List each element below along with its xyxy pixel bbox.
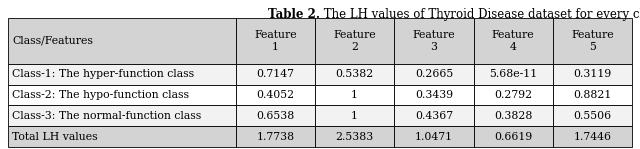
Text: Class-2: The hypo-function class: Class-2: The hypo-function class: [12, 90, 189, 100]
Bar: [8, 105, 236, 126]
Bar: [474, 126, 553, 147]
Text: The LH values of Thyroid Disease dataset for every class and every feature.: The LH values of Thyroid Disease dataset…: [320, 8, 640, 21]
Bar: [553, 64, 632, 85]
Bar: [8, 18, 236, 64]
Text: 0.6619: 0.6619: [494, 132, 532, 142]
Bar: [553, 105, 632, 126]
Text: Table 2.: Table 2.: [268, 8, 320, 21]
Bar: [236, 126, 315, 147]
Bar: [474, 18, 553, 64]
Text: Feature
5: Feature 5: [571, 30, 614, 52]
Text: Total LH values: Total LH values: [12, 132, 98, 142]
Bar: [394, 105, 474, 126]
Text: Class-1: The hyper-function class: Class-1: The hyper-function class: [12, 69, 194, 79]
Bar: [315, 18, 394, 64]
Text: 1: 1: [351, 111, 358, 121]
Bar: [236, 18, 315, 64]
Text: 0.3439: 0.3439: [415, 90, 453, 100]
Text: 0.7147: 0.7147: [257, 69, 294, 79]
Text: Class-3: The normal-function class: Class-3: The normal-function class: [12, 111, 201, 121]
Bar: [315, 85, 394, 105]
Text: 5.68e-11: 5.68e-11: [489, 69, 537, 79]
Bar: [8, 64, 236, 85]
Bar: [474, 85, 553, 105]
Text: 0.8821: 0.8821: [573, 90, 612, 100]
Text: Feature
3: Feature 3: [413, 30, 455, 52]
Text: 1.0471: 1.0471: [415, 132, 453, 142]
Text: 0.6538: 0.6538: [256, 111, 294, 121]
Bar: [236, 64, 315, 85]
Bar: [315, 126, 394, 147]
Text: Feature
1: Feature 1: [254, 30, 297, 52]
Bar: [236, 85, 315, 105]
Bar: [8, 126, 236, 147]
Text: 0.5506: 0.5506: [573, 111, 611, 121]
Bar: [315, 64, 394, 85]
Text: 0.4052: 0.4052: [257, 90, 294, 100]
Text: 0.4367: 0.4367: [415, 111, 453, 121]
Bar: [315, 105, 394, 126]
Bar: [236, 105, 315, 126]
Text: Feature
4: Feature 4: [492, 30, 534, 52]
Text: 0.2792: 0.2792: [494, 90, 532, 100]
Text: Feature
2: Feature 2: [333, 30, 376, 52]
Bar: [8, 85, 236, 105]
Bar: [553, 18, 632, 64]
Text: 0.3119: 0.3119: [573, 69, 611, 79]
Text: 1.7738: 1.7738: [257, 132, 294, 142]
Bar: [553, 126, 632, 147]
Text: 0.5382: 0.5382: [335, 69, 374, 79]
Text: Class/Features: Class/Features: [12, 36, 93, 46]
Text: 0.2665: 0.2665: [415, 69, 453, 79]
Bar: [553, 85, 632, 105]
Bar: [394, 85, 474, 105]
Bar: [394, 64, 474, 85]
Bar: [474, 64, 553, 85]
Bar: [394, 126, 474, 147]
Text: 2.5383: 2.5383: [335, 132, 374, 142]
Text: 0.3828: 0.3828: [494, 111, 532, 121]
Text: 1: 1: [351, 90, 358, 100]
Bar: [394, 18, 474, 64]
Bar: [474, 105, 553, 126]
Text: 1.7446: 1.7446: [573, 132, 611, 142]
